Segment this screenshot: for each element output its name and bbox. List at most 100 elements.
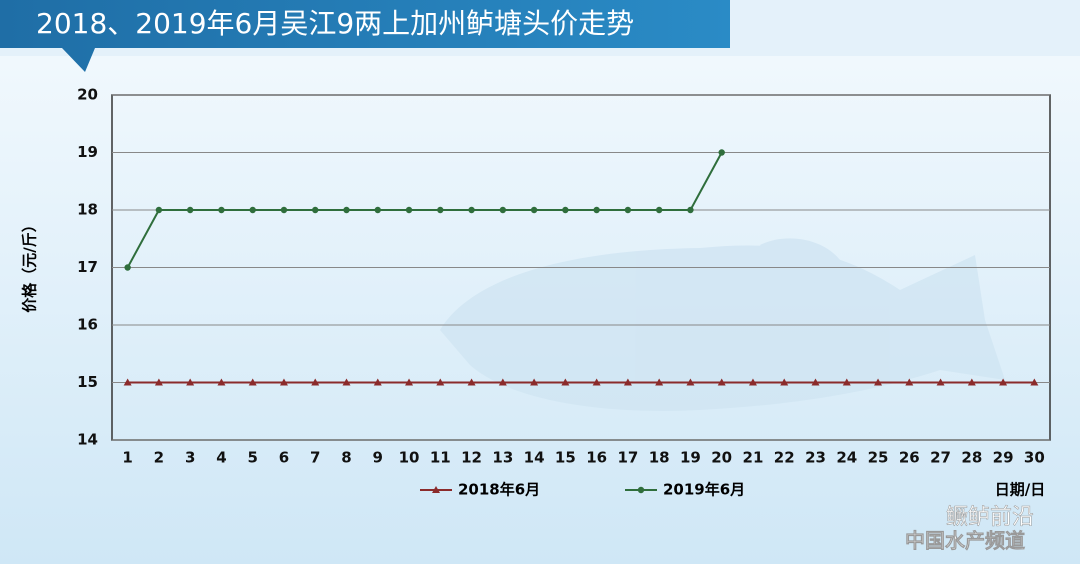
marker [218,206,225,214]
x-tick-label: 11 [430,449,451,467]
marker [874,378,883,386]
marker [936,378,945,386]
x-tick-label: 6 [279,449,289,467]
marker [186,378,195,386]
y-tick-label: 14 [77,431,98,449]
marker [312,206,319,214]
x-axis-label: 日期/日 [995,481,1045,499]
marker [374,206,381,214]
marker [154,378,163,386]
marker [311,378,320,386]
marker [373,378,382,386]
legend-marker [637,486,645,494]
x-tick-label: 24 [836,449,857,467]
title-banner [0,0,730,72]
marker [436,378,445,386]
x-tick-label: 1 [122,449,132,467]
marker [592,378,601,386]
marker [842,378,851,386]
x-tick-label: 14 [524,449,545,467]
marker [748,378,757,386]
marker [249,206,256,214]
marker [498,378,507,386]
marker [437,206,444,214]
marker [280,206,288,214]
x-tick-label: 28 [961,449,982,467]
x-tick-label: 3 [185,449,195,467]
marker [248,378,257,386]
marker [623,378,632,386]
marker [687,206,694,214]
y-tick-label: 15 [77,373,98,391]
watermark: 鳜鲈前沿 [946,505,1034,530]
watermark: 中国水产频道 [905,529,1025,553]
marker [562,206,569,214]
marker [405,378,414,386]
marker [624,206,632,214]
marker [186,206,194,214]
x-tick-label: 5 [247,449,257,467]
marker [999,378,1008,386]
marker [405,206,413,214]
x-tick-label: 12 [461,449,482,467]
marker [561,378,570,386]
marker [530,206,538,214]
marker [343,206,350,214]
x-tick-label: 19 [680,449,701,467]
marker [811,378,820,386]
marker [499,206,507,214]
marker [124,264,131,271]
marker [593,206,600,214]
x-tick-label: 20 [711,449,732,467]
marker [655,378,664,386]
marker [717,378,726,386]
marker [655,206,663,214]
x-tick-label: 9 [373,449,383,467]
marker [217,378,226,386]
marker [686,378,695,386]
legend-marker [432,486,440,493]
marker [905,378,914,386]
y-tick-label: 17 [77,258,98,276]
x-tick-label: 7 [310,449,320,467]
legend-label: 2019年6月 [663,481,745,499]
x-tick-label: 26 [899,449,920,467]
fish-picture [440,238,1005,411]
legend-label: 2018年6月 [458,481,540,499]
x-tick-label: 2 [154,449,164,467]
marker [1030,378,1039,386]
x-tick-label: 21 [743,449,764,467]
y-tick-label: 20 [77,86,98,104]
x-tick-label: 17 [617,449,638,467]
series-line [126,152,723,268]
x-tick-label: 4 [216,449,226,467]
marker [468,206,475,214]
x-tick-label: 29 [993,449,1014,467]
marker [123,378,132,386]
marker [279,378,288,386]
marker [467,378,476,386]
y-tick-label: 16 [77,316,98,334]
marker [967,378,976,386]
x-tick-label: 18 [649,449,670,467]
x-tick-label: 27 [930,449,951,467]
marker [155,206,163,214]
x-tick-label: 30 [1024,449,1045,467]
marker [780,378,789,386]
y-tick-label: 18 [77,201,98,219]
x-tick-label: 13 [492,449,513,467]
marker [718,149,725,156]
x-tick-label: 25 [868,449,889,467]
marker [530,378,539,386]
x-tick-label: 10 [399,449,420,467]
x-tick-label: 22 [774,449,795,467]
x-tick-label: 23 [805,449,826,467]
y-axis-label: 价格（元/斤） [21,217,39,312]
x-tick-label: 15 [555,449,576,467]
marker [342,378,351,386]
x-tick-label: 16 [586,449,607,467]
y-tick-label: 19 [77,143,98,161]
x-tick-label: 8 [341,449,351,467]
chart-title: 2018、2019年6月吴江9两上加州鲈塘头价走势 [36,7,634,40]
